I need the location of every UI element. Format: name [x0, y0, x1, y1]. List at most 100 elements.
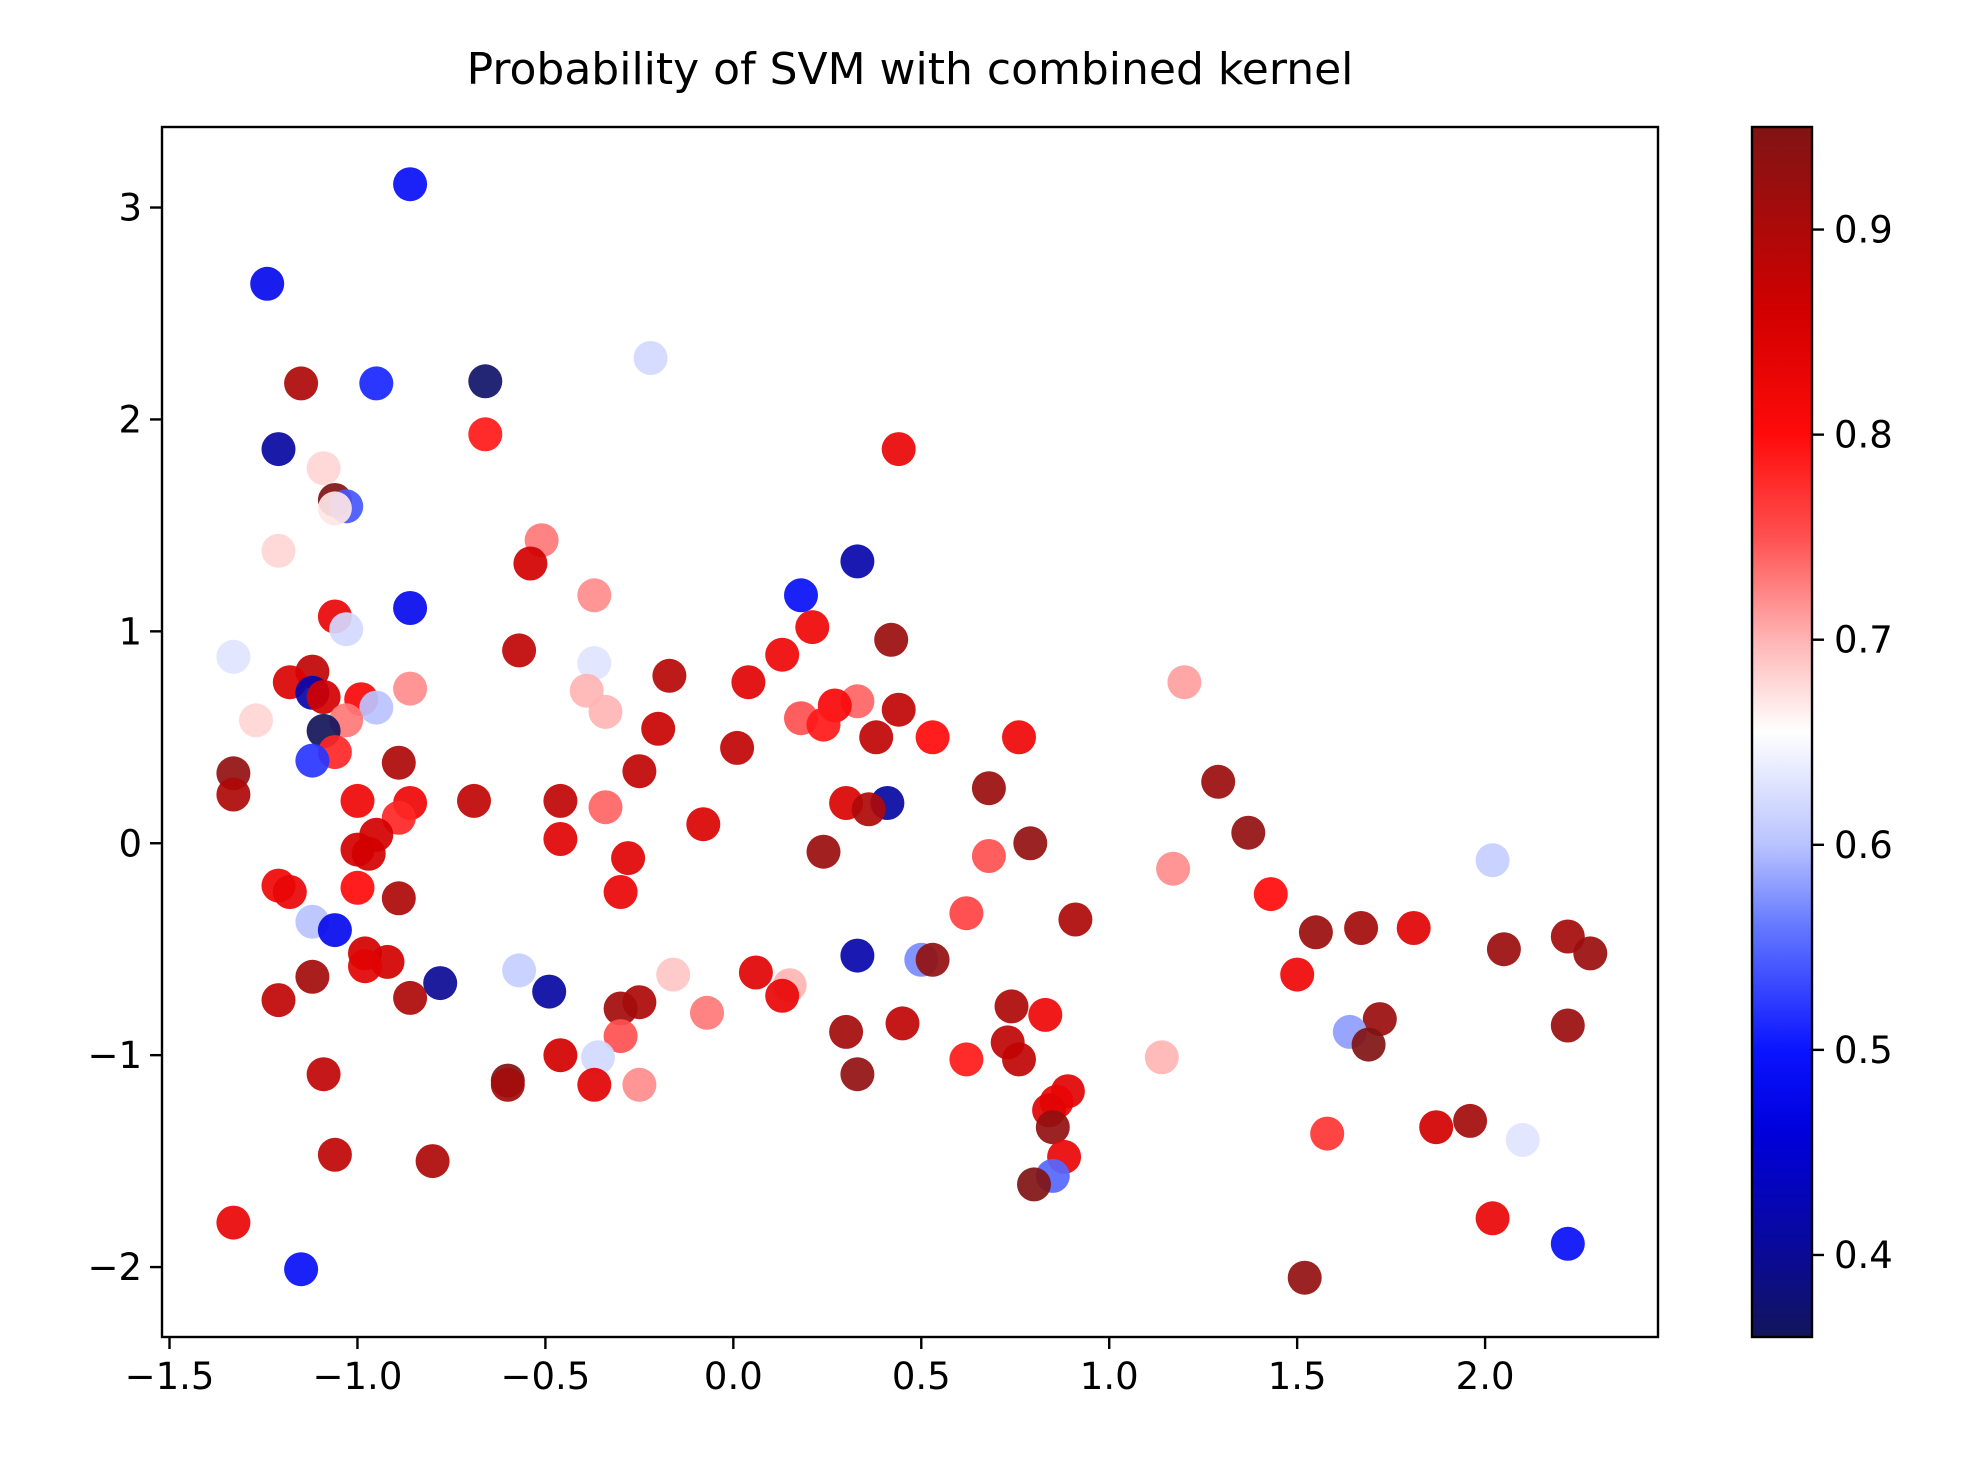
- colorbar: [1752, 127, 1812, 1337]
- data-point: [1351, 1027, 1386, 1062]
- data-point: [393, 671, 428, 706]
- data-point: [1419, 1110, 1454, 1145]
- x-tick-label: 1.0: [1080, 1355, 1139, 1398]
- data-point: [784, 578, 818, 613]
- data-point: [611, 841, 646, 876]
- data-point: [295, 959, 330, 994]
- data-point: [329, 612, 364, 647]
- data-point: [686, 807, 721, 842]
- data-point: [351, 836, 386, 871]
- data-point: [949, 896, 984, 931]
- data-point: [1002, 720, 1036, 755]
- colorbar-tick-label: 0.4: [1834, 1234, 1893, 1277]
- y-axis: −2 −1 0 1 2 3: [87, 187, 162, 1289]
- data-point: [284, 1252, 319, 1287]
- data-point: [393, 980, 428, 1015]
- data-point: [317, 1137, 352, 1172]
- colorbar-tick-label: 0.7: [1834, 619, 1893, 662]
- data-point: [216, 777, 251, 812]
- data-point: [381, 881, 416, 916]
- data-point: [731, 665, 766, 700]
- data-point: [1035, 1110, 1070, 1145]
- colorbar-frame: [1750, 125, 1814, 1339]
- data-point: [1573, 936, 1608, 971]
- data-point: [885, 1006, 920, 1041]
- data-point: [306, 1057, 341, 1092]
- data-point: [915, 942, 950, 977]
- data-point: [622, 1067, 657, 1102]
- data-point: [795, 610, 830, 645]
- data-point: [633, 341, 668, 375]
- data-point: [581, 1040, 615, 1075]
- data-point: [588, 694, 623, 729]
- data-point: [656, 957, 691, 992]
- data-point: [1310, 1116, 1345, 1151]
- data-point: [513, 546, 548, 581]
- x-tick-label: 2.0: [1456, 1355, 1515, 1398]
- x-tick-label: −1.5: [125, 1355, 215, 1398]
- data-point: [415, 1144, 450, 1179]
- data-point: [490, 1067, 525, 1102]
- data-point: [1002, 1042, 1036, 1077]
- data-point: [250, 266, 285, 301]
- data-point: [859, 720, 894, 755]
- x-tick-label: −0.5: [500, 1355, 590, 1398]
- data-point: [1144, 1040, 1179, 1075]
- data-point: [806, 834, 841, 869]
- data-point: [284, 366, 319, 401]
- data-point: [1550, 1226, 1585, 1261]
- data-point: [1017, 1167, 1051, 1202]
- data-point: [971, 771, 1006, 806]
- y-tick-label: −1: [87, 1034, 142, 1077]
- points-layer: [216, 167, 1608, 1295]
- data-point: [603, 875, 638, 909]
- data-point: [1344, 911, 1379, 945]
- data-point: [295, 743, 330, 778]
- data-point: [1167, 665, 1202, 700]
- chart-title: Probability of SVM with combined kernel: [467, 44, 1354, 95]
- data-point: [603, 991, 638, 1026]
- data-point: [577, 1067, 612, 1102]
- data-point: [690, 995, 724, 1030]
- data-point: [261, 432, 296, 467]
- colorbar-tick-label: 0.6: [1834, 824, 1893, 867]
- data-point: [851, 792, 886, 827]
- data-point: [874, 622, 909, 657]
- data-point: [543, 783, 578, 818]
- y-tick-label: 1: [118, 610, 142, 653]
- data-point: [359, 366, 394, 401]
- data-point: [393, 167, 428, 202]
- data-point: [502, 633, 537, 668]
- data-point: [915, 720, 950, 755]
- data-point: [1453, 1103, 1488, 1138]
- y-tick-label: 2: [118, 398, 142, 441]
- data-point: [1156, 851, 1191, 886]
- x-tick-label: −1.0: [313, 1355, 403, 1398]
- data-point: [840, 938, 875, 973]
- data-point: [806, 707, 841, 742]
- data-point: [588, 790, 623, 825]
- data-point: [543, 822, 578, 856]
- data-point: [340, 870, 375, 905]
- data-point: [348, 949, 382, 984]
- data-point: [720, 730, 755, 765]
- data-point: [1253, 877, 1288, 912]
- data-point: [949, 1042, 984, 1077]
- colorbar-axis: 0.4 0.5 0.6 0.7 0.8 0.9: [1812, 209, 1893, 1277]
- x-tick-label: 0.0: [704, 1355, 763, 1398]
- data-point: [765, 637, 800, 672]
- data-point: [393, 591, 428, 625]
- plot-area: [162, 127, 1658, 1337]
- data-point: [457, 783, 491, 818]
- data-point: [306, 451, 341, 486]
- data-point: [641, 711, 676, 746]
- data-point: [1298, 915, 1333, 950]
- data-point: [881, 432, 916, 467]
- data-point: [502, 953, 537, 988]
- data-point: [603, 1019, 638, 1054]
- data-point: [359, 690, 394, 725]
- data-point: [994, 989, 1029, 1024]
- data-point: [261, 983, 296, 1018]
- data-point: [577, 646, 612, 681]
- data-point: [652, 658, 687, 693]
